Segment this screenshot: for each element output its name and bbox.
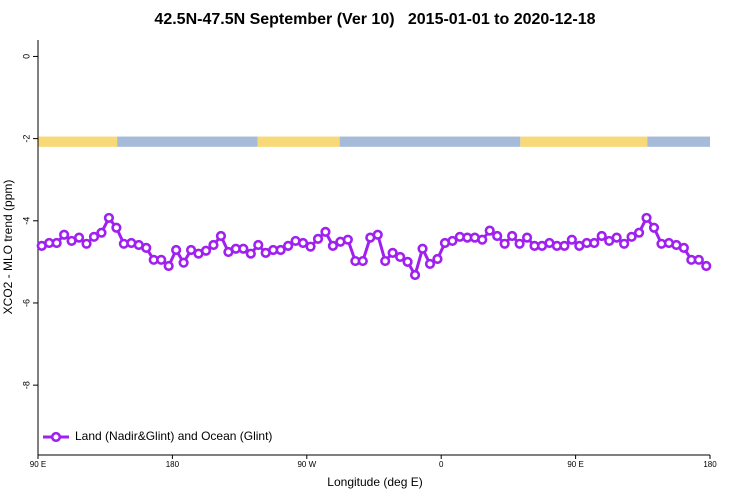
- series-point: [51, 237, 62, 249]
- series-point: [283, 240, 294, 251]
- series-point: [678, 242, 689, 254]
- series-point: [417, 243, 428, 254]
- series-point: [185, 244, 197, 256]
- series-point: [633, 227, 645, 238]
- legend-label: Land (Nadir&Glint) and Ocean (Glint): [75, 429, 272, 443]
- series-point: [611, 232, 622, 243]
- series-point: [327, 240, 339, 251]
- series-point: [521, 232, 533, 243]
- series-point: [648, 222, 660, 233]
- series-point: [81, 238, 92, 249]
- surface-band: [339, 136, 521, 147]
- series-point: [253, 239, 264, 251]
- series-point: [492, 230, 503, 242]
- series-point: [141, 242, 152, 254]
- series-point: [342, 234, 353, 245]
- series-point: [305, 241, 316, 252]
- series-point: [215, 230, 227, 242]
- series-point: [559, 240, 570, 251]
- y-tick-label: 0: [21, 54, 31, 59]
- x-tick-label: 0: [439, 460, 444, 469]
- series-point: [163, 260, 174, 272]
- series-point: [59, 229, 70, 240]
- series-point: [297, 237, 309, 249]
- series-point: [88, 231, 100, 242]
- x-tick-label: 90 W: [297, 460, 316, 469]
- x-axis-label: Longitude (deg E): [327, 475, 422, 489]
- series-point: [641, 212, 652, 224]
- y-tick-label: -6: [21, 299, 31, 307]
- series-point: [387, 247, 398, 258]
- series-point: [589, 237, 600, 249]
- series-point: [372, 229, 383, 240]
- series-point: [111, 222, 122, 233]
- legend-entry: Land (Nadir&Glint) and Ocean (Glint): [43, 429, 272, 443]
- series-point: [156, 254, 167, 265]
- series-point: [357, 255, 368, 267]
- series-point: [499, 238, 510, 249]
- x-tick-label: 180: [166, 460, 180, 469]
- series-point: [566, 234, 577, 245]
- series-point: [447, 235, 458, 247]
- series-point: [402, 256, 413, 267]
- series-point: [514, 238, 525, 249]
- series-point: [693, 254, 704, 265]
- y-tick-label: -4: [21, 217, 31, 225]
- series-point: [238, 243, 249, 254]
- series-point: [171, 244, 182, 256]
- surface-band: [520, 136, 648, 147]
- chart-title: 42.5N-47.5N September (Ver 10) 2015-01-0…: [154, 11, 595, 28]
- series-point: [208, 239, 219, 251]
- series-point: [200, 245, 212, 256]
- x-tick-label: 90 E: [30, 460, 46, 469]
- series-point: [275, 244, 286, 256]
- x-tick-label: 180: [703, 460, 717, 469]
- series-point: [245, 248, 256, 259]
- surface-band: [38, 136, 118, 147]
- y-tick-label: -8: [21, 381, 31, 389]
- y-axis-label: XCO2 - MLO trend (ppm): [1, 180, 15, 315]
- legend-marker: [50, 431, 62, 443]
- series-point: [320, 226, 331, 237]
- surface-band: [257, 136, 340, 147]
- series-point: [701, 260, 712, 272]
- series-point: [103, 212, 115, 224]
- series-point: [507, 230, 518, 242]
- series-point: [178, 257, 189, 268]
- series-point: [477, 234, 488, 245]
- series-point: [484, 225, 495, 236]
- series-point: [432, 253, 443, 265]
- series-point: [73, 232, 85, 243]
- series-point: [619, 238, 630, 249]
- series-point: [395, 251, 406, 263]
- x-tick-label: 90 E: [567, 460, 583, 469]
- series-point: [96, 227, 107, 238]
- series-point: [596, 230, 607, 242]
- surface-band: [117, 136, 258, 147]
- series-point: [409, 269, 421, 281]
- series-point: [312, 233, 324, 244]
- series-point: [380, 255, 391, 267]
- y-tick-label: -2: [21, 135, 31, 143]
- series-point: [424, 258, 436, 270]
- series-point: [626, 231, 637, 242]
- surface-band: [647, 136, 710, 147]
